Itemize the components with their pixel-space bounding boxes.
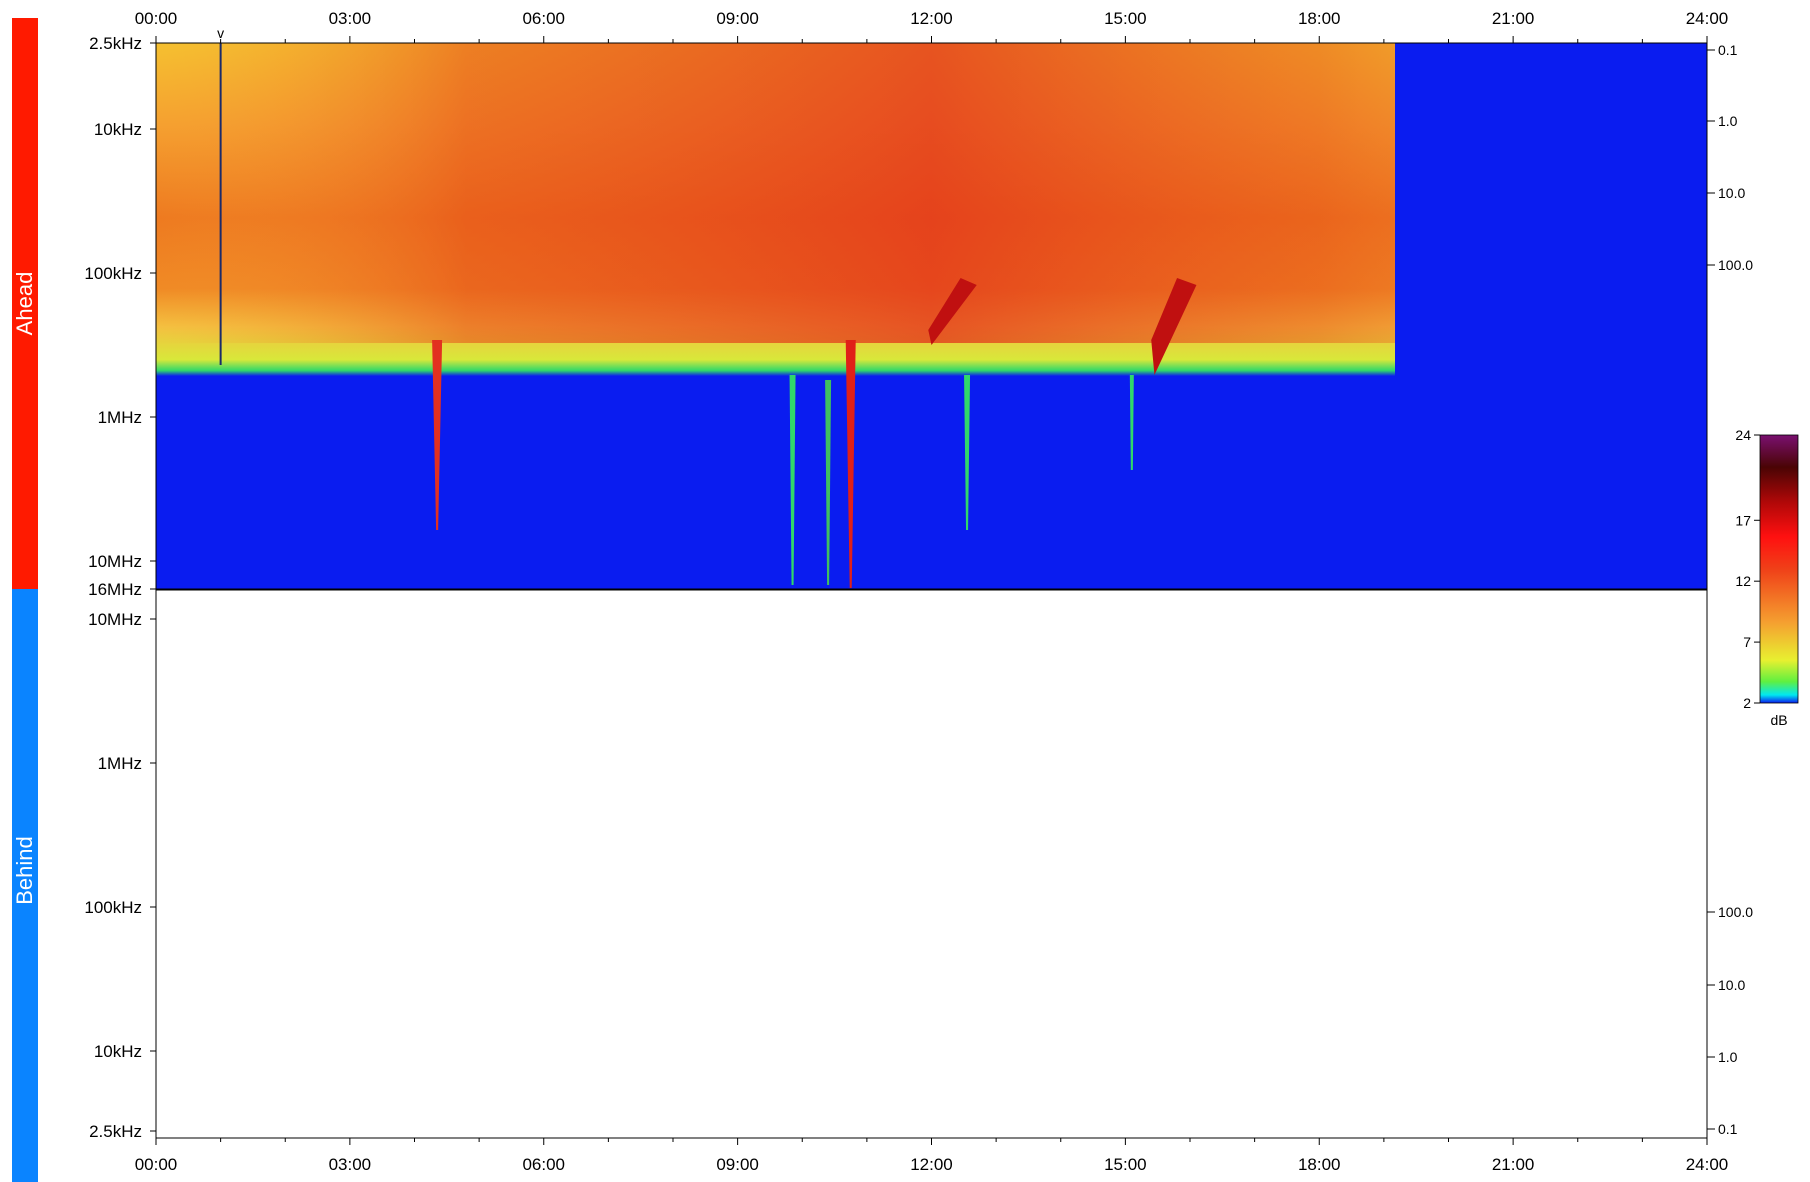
time-tick-top: 09:00 [716,9,759,28]
burst-2 [825,380,832,585]
ahead-freq-tick: 10kHz [94,120,142,139]
panel-label-behind: Behind [12,836,37,905]
colorbar-tick: 17 [1735,512,1751,528]
ahead-right-tick: 10.0 [1718,185,1745,201]
time-tick-bottom: 00:00 [135,1155,178,1174]
time-tick-bottom: 21:00 [1492,1155,1535,1174]
burst-3 [845,340,856,588]
time-tick-top: 21:00 [1492,9,1535,28]
colorbar-unit: dB [1770,712,1787,728]
behind-freq-tick: 1MHz [98,754,142,773]
ahead-freq-tick: 100kHz [84,264,142,283]
colorbar-tick: 12 [1735,573,1751,589]
colorbar-tick: 7 [1743,634,1751,650]
behind-right-tick: 1.0 [1718,1049,1738,1065]
time-tick-top: 18:00 [1298,9,1341,28]
time-tick-top: 06:00 [522,9,565,28]
panel-bar-behind [12,589,38,1182]
ahead-freq-tick: 16MHz [88,580,142,599]
ahead-freq-tick: 2.5kHz [89,34,142,53]
time-tick-bottom: 03:00 [329,1155,372,1174]
behind-freq-tick: 10kHz [94,1042,142,1061]
time-tick-bottom: 15:00 [1104,1155,1147,1174]
burst-1 [789,375,796,585]
burst-4 [928,278,977,345]
ahead-right-tick: 100.0 [1718,257,1753,273]
time-tick-top: 24:00 [1686,9,1729,28]
panel-label-ahead: Ahead [12,272,37,336]
burst-5 [1151,278,1197,375]
time-tick-bottom: 24:00 [1686,1155,1729,1174]
time-tick-top: 15:00 [1104,9,1147,28]
behind-freq-tick: 100kHz [84,898,142,917]
behind-right-tick: 10.0 [1718,977,1745,993]
time-tick-bottom: 12:00 [910,1155,953,1174]
ahead-data-gap [1395,43,1707,589]
behind-freq-tick: 2.5kHz [89,1122,142,1141]
marker-label: v [217,25,224,41]
colorbar-gradient [1759,434,1799,704]
ahead-freq-tick: 10MHz [88,552,142,571]
behind-plot-area [156,590,1707,1138]
time-tick-top: 00:00 [135,9,178,28]
behind-right-tick: 100.0 [1718,904,1753,920]
time-tick-bottom: 06:00 [522,1155,565,1174]
ahead-right-tick: 0.1 [1718,42,1738,58]
burst-0 [432,340,443,530]
ahead-right-tick: 1.0 [1718,113,1738,129]
behind-right-tick: 0.1 [1718,1121,1738,1137]
burst-6 [1129,375,1134,470]
burst-4-tail [964,375,971,530]
time-tick-bottom: 09:00 [716,1155,759,1174]
panel-bar-ahead [12,18,38,589]
time-tick-top: 03:00 [329,9,372,28]
ahead-spectrogram [156,43,1707,589]
colorbar-tick: 2 [1743,695,1751,711]
colorbar-tick: 24 [1735,427,1751,443]
behind-freq-tick: 10MHz [88,610,142,629]
time-tick-top: 12:00 [910,9,953,28]
time-tick-bottom: 18:00 [1298,1155,1341,1174]
ahead-freq-tick: 1MHz [98,408,142,427]
